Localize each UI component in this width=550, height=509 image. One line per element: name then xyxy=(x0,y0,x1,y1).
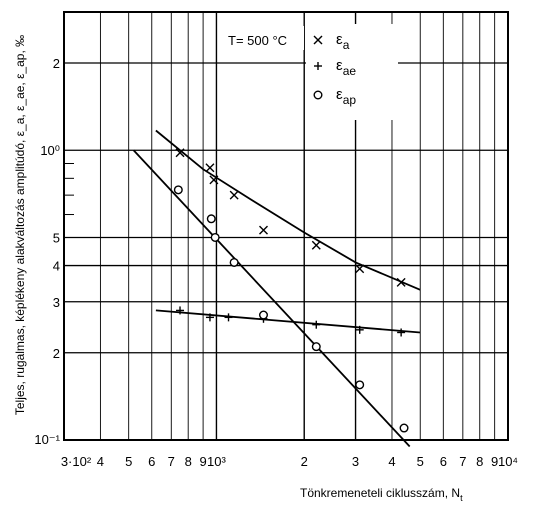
circle-marker xyxy=(173,185,183,195)
temperature-annotation: T= 500 °C xyxy=(228,33,287,48)
x-tick-label: 4 xyxy=(97,454,104,469)
x-tick-label: 10³ xyxy=(207,454,226,469)
x-tick-label: 5 xyxy=(417,454,424,469)
circle-marker xyxy=(258,310,268,320)
circle-marker xyxy=(355,380,365,390)
legend-marker xyxy=(314,62,322,70)
circle-marker xyxy=(206,214,216,224)
marker-stroke xyxy=(313,35,323,45)
marker-stroke xyxy=(355,264,365,274)
marker-stroke xyxy=(229,190,239,200)
x-tick-label: 5 xyxy=(125,454,132,469)
legend-label-symbol: ε xyxy=(336,57,343,74)
x-tick-label: 3·10² xyxy=(61,454,92,469)
legend-label-subscript: ap xyxy=(343,93,357,107)
x-tick-label: 9 xyxy=(199,454,206,469)
fit-line-total xyxy=(155,129,421,291)
legend-marker xyxy=(313,90,323,100)
cross-marker xyxy=(396,277,406,287)
y-tick-labels: 10⁻¹ 2 3 4 5 10⁰ 2 xyxy=(34,56,60,447)
plus-marker xyxy=(312,320,321,329)
x-tick-label: 9 xyxy=(491,454,498,469)
y-axis-label: Teljes, rugalmas, képlékeny alakváltozás… xyxy=(13,35,27,415)
cross-marker xyxy=(229,190,239,200)
fit-lines xyxy=(132,129,421,448)
circle-marker xyxy=(210,232,220,242)
cross-marker xyxy=(209,175,219,185)
cross-marker xyxy=(355,264,365,274)
fit-line-elastic xyxy=(155,309,421,334)
x-tick-label: 3 xyxy=(352,454,359,469)
legend-label: εap xyxy=(336,86,356,107)
x-tick-label: 8 xyxy=(185,454,192,469)
legend-label-subscript: a xyxy=(343,38,350,52)
y-tick-label: 10⁰ xyxy=(40,143,60,158)
marker-stroke xyxy=(209,175,219,185)
y-tick-label: 2 xyxy=(53,56,60,71)
marker-stroke xyxy=(396,277,406,287)
circle-marker xyxy=(311,342,321,352)
x-tick-label: 7 xyxy=(459,454,466,469)
marker-stroke xyxy=(311,240,321,250)
cross-marker xyxy=(175,148,185,158)
y-tick-label: 2 xyxy=(53,346,60,361)
legend-label-symbol: ε xyxy=(336,31,343,48)
x-axis-label-subscript: t xyxy=(460,493,463,503)
y-tick-label: 10⁻¹ xyxy=(34,432,60,447)
data-points xyxy=(173,148,409,433)
circle-marker xyxy=(229,257,239,267)
y-tick-label: 5 xyxy=(53,230,60,245)
legend-marker xyxy=(313,35,323,45)
legend-label-symbol: ε xyxy=(336,86,343,103)
plus-marker xyxy=(224,313,233,322)
x-tick-label: 4 xyxy=(388,454,395,469)
legend-label: εa xyxy=(336,31,350,52)
x-axis-label: Tönkremeneteli ciklusszám, Nt xyxy=(300,486,463,503)
y-tick-label: 4 xyxy=(53,259,60,274)
plus-marker xyxy=(397,328,406,337)
plus-marker xyxy=(176,306,185,315)
x-tick-label: 7 xyxy=(168,454,175,469)
x-tick-label: 6 xyxy=(148,454,155,469)
legend-background xyxy=(306,24,398,120)
marker-stroke xyxy=(175,148,185,158)
legend-label-subscript: ae xyxy=(343,64,357,78)
annotation-background xyxy=(220,26,304,50)
plot-frame xyxy=(63,11,509,441)
marker-stroke xyxy=(258,225,268,235)
grid xyxy=(63,12,509,441)
x-tick-label: 8 xyxy=(476,454,483,469)
y-tick-label: 3 xyxy=(53,295,60,310)
circle-marker xyxy=(399,423,409,433)
marker-stroke xyxy=(205,163,215,173)
x-tick-label: 10⁴ xyxy=(498,454,518,469)
plus-marker xyxy=(205,313,214,322)
x-axis-label-text: Tönkremeneteli ciklusszám, N xyxy=(300,486,460,500)
plus-marker xyxy=(355,325,364,334)
cross-marker xyxy=(311,240,321,250)
fit-line-plastic xyxy=(132,149,411,448)
x-tick-label: 2 xyxy=(301,454,308,469)
cross-marker xyxy=(258,225,268,235)
x-tick-label: 6 xyxy=(440,454,447,469)
x-tick-labels: 3·10² 4 5 6 7 8 9 10³ 2 3 4 5 6 7 8 9 10⁴ xyxy=(61,454,518,469)
cross-marker xyxy=(205,163,215,173)
legend-label: εae xyxy=(336,57,356,78)
